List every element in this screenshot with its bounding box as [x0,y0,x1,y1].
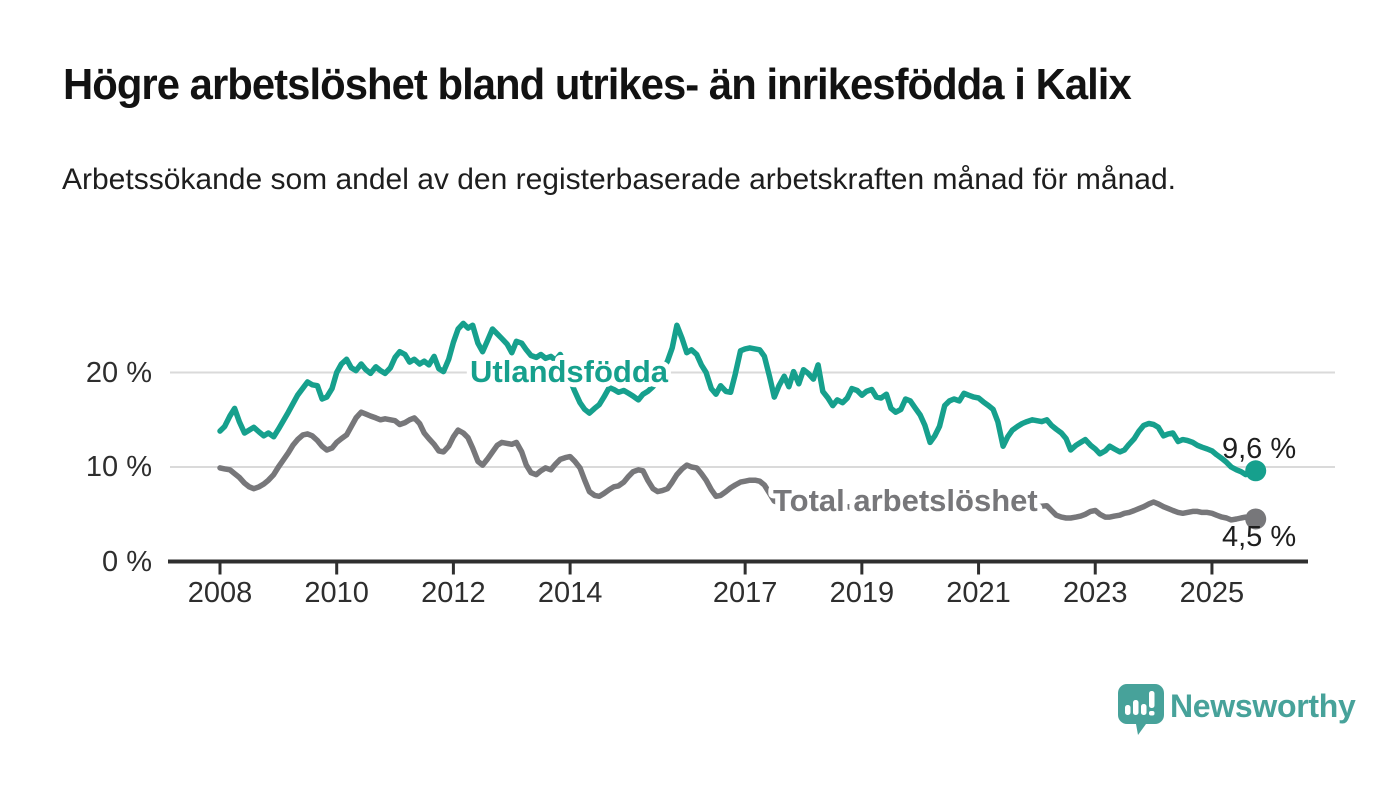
x-axis-label-2008: 2008 [187,577,253,609]
newsworthy-bubble-barchart-icon [1118,684,1164,735]
x-axis-label-2014: 2014 [537,577,603,609]
y-axis-label-10: 10 % [85,451,152,483]
series-line-utlandsfodda [217,320,1259,478]
series-label-total: Total arbetslöshet [773,483,1038,518]
x-axis-label-2012: 2012 [421,577,486,609]
x-axis-label-2025: 2025 [1179,577,1245,609]
x-axis-label-2021: 2021 [946,577,1011,609]
y-axis-label-0: 0 % [102,545,152,578]
x-axis-label-2010: 2010 [304,577,369,609]
series-line-total [217,409,1259,523]
series-label-utlandsfodda: Utlandsfödda [470,354,669,389]
x-axis-label-2019: 2019 [829,577,895,609]
x-axis-label-2017: 2017 [712,577,778,609]
series-end-dot-utlandsfodda [1245,460,1267,482]
page-title: Högre arbetslöshet bland utrikes- än inr… [63,60,1132,109]
newsworthy-logo: Newsworthy [1114,682,1394,740]
newsworthy-logo-text: Newsworthy [1170,688,1356,724]
x-axis-label-2023: 2023 [1062,577,1128,609]
end-value-label-total: 4,5 % [1222,521,1297,553]
end-value-label-utlandsfodda: 9,6 % [1222,433,1297,465]
y-axis-label-20: 20 % [85,356,152,389]
series-end-dot-total [1245,508,1267,530]
page-subtitle: Arbetssökande som andel av den registerb… [62,163,1176,196]
